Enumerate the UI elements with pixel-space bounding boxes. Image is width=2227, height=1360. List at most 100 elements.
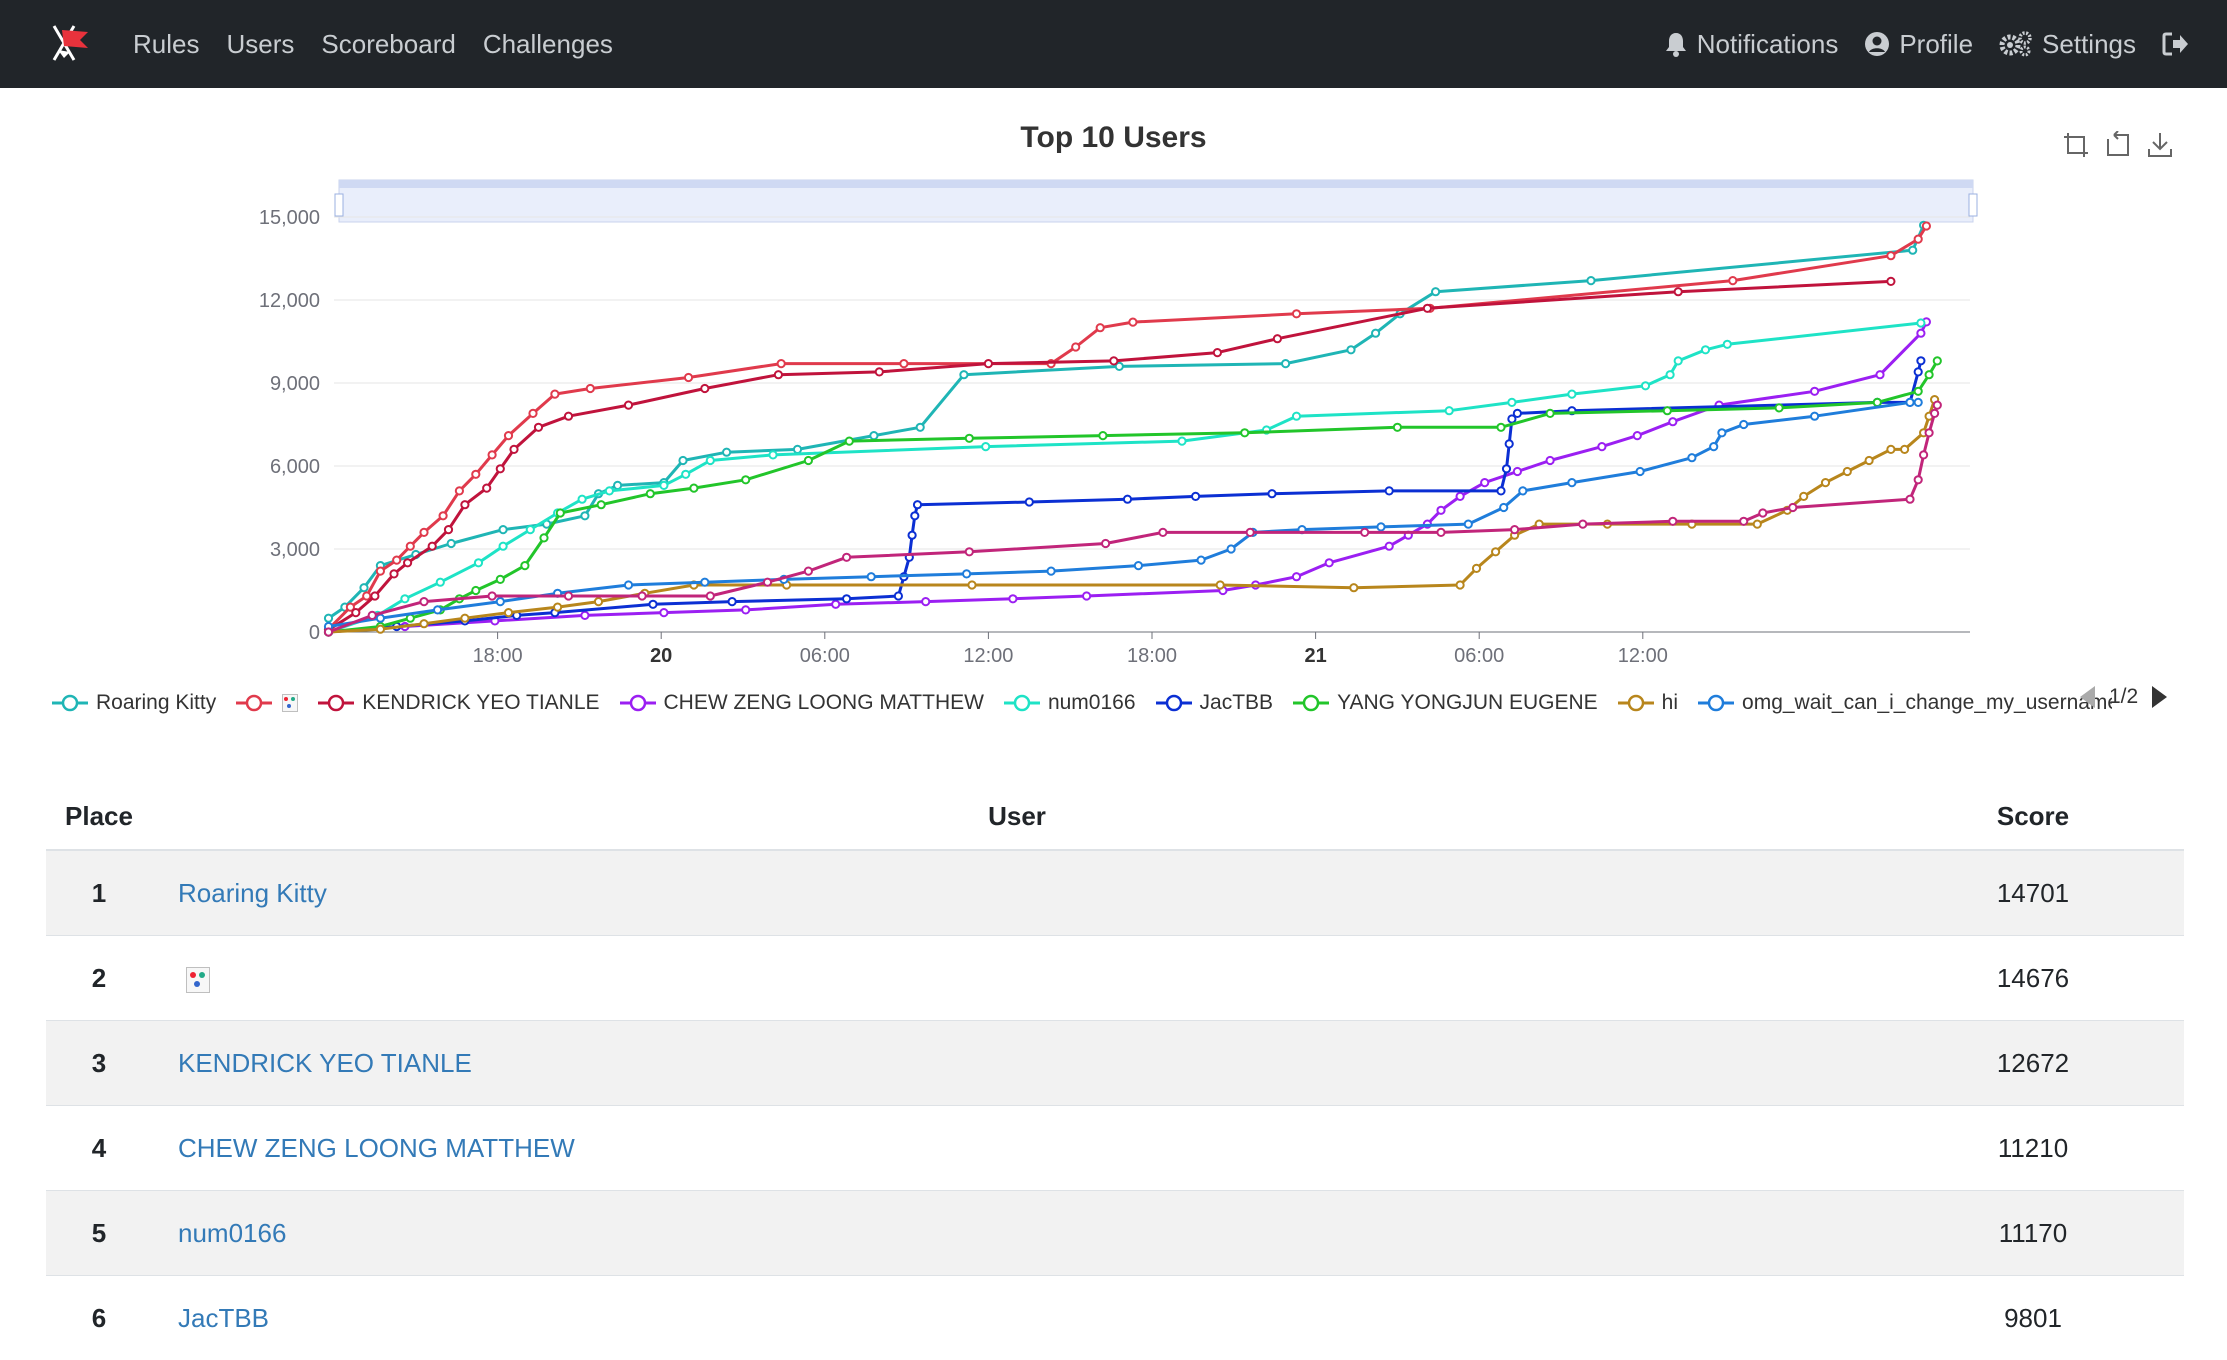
data-point[interactable]	[775, 371, 782, 378]
data-point[interactable]	[1026, 498, 1033, 505]
data-point[interactable]	[832, 601, 839, 608]
data-point[interactable]	[437, 579, 444, 586]
row-user-link[interactable]: KENDRICK YEO TIANLE	[178, 1048, 472, 1078]
data-point[interactable]	[521, 562, 528, 569]
row-user-link[interactable]: JacTBB	[178, 1303, 269, 1333]
data-point[interactable]	[1241, 429, 1248, 436]
data-point[interactable]	[876, 368, 883, 375]
data-point[interactable]	[1669, 518, 1676, 525]
data-point[interactable]	[1293, 413, 1300, 420]
data-point[interactable]	[1729, 277, 1736, 284]
data-point[interactable]	[1598, 443, 1605, 450]
data-point[interactable]	[420, 529, 427, 536]
data-point[interactable]	[914, 501, 921, 508]
data-point[interactable]	[1917, 319, 1924, 326]
data-point[interactable]	[1800, 493, 1807, 500]
data-point[interactable]	[742, 606, 749, 613]
data-point[interactable]	[625, 402, 632, 409]
data-point[interactable]	[966, 548, 973, 555]
data-point[interactable]	[581, 512, 588, 519]
data-point[interactable]	[1876, 371, 1883, 378]
data-point[interactable]	[1688, 454, 1695, 461]
nav-link-rules[interactable]: Rules	[133, 29, 199, 60]
data-point[interactable]	[1675, 288, 1682, 295]
data-point[interactable]	[1887, 252, 1894, 259]
row-user-link[interactable]: Roaring Kitty	[178, 878, 327, 908]
nav-settings[interactable]: Settings	[1999, 29, 2136, 60]
data-point[interactable]	[909, 532, 916, 539]
data-point[interactable]	[1481, 479, 1488, 486]
data-point[interactable]	[581, 612, 588, 619]
data-point[interactable]	[846, 438, 853, 445]
data-point[interactable]	[1931, 410, 1938, 417]
data-point[interactable]	[707, 592, 714, 599]
data-point[interactable]	[1228, 545, 1235, 552]
data-point[interactable]	[1457, 493, 1464, 500]
data-point[interactable]	[1776, 404, 1783, 411]
data-point[interactable]	[1457, 581, 1464, 588]
data-point[interactable]	[401, 595, 408, 602]
data-point[interactable]	[1642, 382, 1649, 389]
data-point[interactable]	[1915, 388, 1922, 395]
series-line[interactable]	[329, 281, 1891, 629]
data-point[interactable]	[325, 628, 332, 635]
data-point[interactable]	[1217, 581, 1224, 588]
data-point[interactable]	[489, 592, 496, 599]
row-user-link[interactable]: CHEW ZENG LOONG MATTHEW	[178, 1133, 575, 1163]
data-point[interactable]	[1926, 429, 1933, 436]
data-point[interactable]	[778, 360, 785, 367]
data-point[interactable]	[1740, 421, 1747, 428]
row-user-link[interactable]: num0166	[178, 1218, 286, 1248]
data-point[interactable]	[475, 559, 482, 566]
data-point[interactable]	[1718, 429, 1725, 436]
data-point[interactable]	[1465, 521, 1472, 528]
data-point[interactable]	[1759, 509, 1766, 516]
data-point[interactable]	[1394, 424, 1401, 431]
row-user-link[interactable]	[178, 963, 210, 993]
data-point[interactable]	[579, 496, 586, 503]
data-point[interactable]	[565, 413, 572, 420]
data-point[interactable]	[1568, 479, 1575, 486]
data-point[interactable]	[1503, 465, 1510, 472]
data-point[interactable]	[527, 526, 534, 533]
data-point[interactable]	[535, 424, 542, 431]
data-point[interactable]	[1508, 399, 1515, 406]
data-point[interactable]	[448, 540, 455, 547]
legend-item[interactable]: YANG YONGJUN EUGENE	[1293, 691, 1598, 715]
data-point[interactable]	[1675, 357, 1682, 364]
data-point[interactable]	[606, 487, 613, 494]
data-point[interactable]	[1268, 490, 1275, 497]
data-point[interactable]	[1377, 523, 1384, 530]
data-point[interactable]	[1159, 529, 1166, 536]
data-point[interactable]	[1473, 565, 1480, 572]
data-point[interactable]	[805, 457, 812, 464]
data-point[interactable]	[1710, 443, 1717, 450]
data-point[interactable]	[707, 457, 714, 464]
nav-link-scoreboard[interactable]: Scoreboard	[321, 29, 455, 60]
data-point[interactable]	[1361, 529, 1368, 536]
legend-prev-icon[interactable]	[2080, 686, 2095, 708]
data-point[interactable]	[1587, 277, 1594, 284]
data-point[interactable]	[1822, 479, 1829, 486]
data-point[interactable]	[1282, 360, 1289, 367]
data-point[interactable]	[557, 509, 564, 516]
data-point[interactable]	[843, 595, 850, 602]
data-point[interactable]	[1511, 526, 1518, 533]
data-point[interactable]	[764, 579, 771, 586]
data-point[interactable]	[701, 385, 708, 392]
data-point[interactable]	[1326, 559, 1333, 566]
data-point[interactable]	[742, 476, 749, 483]
data-point[interactable]	[1568, 391, 1575, 398]
data-point[interactable]	[960, 371, 967, 378]
data-point[interactable]	[500, 543, 507, 550]
data-point[interactable]	[1372, 330, 1379, 337]
data-point[interactable]	[982, 443, 989, 450]
data-point[interactable]	[1386, 543, 1393, 550]
data-point[interactable]	[1934, 402, 1941, 409]
data-point[interactable]	[682, 471, 689, 478]
data-point[interactable]	[679, 457, 686, 464]
data-point[interactable]	[587, 385, 594, 392]
data-point[interactable]	[1099, 432, 1106, 439]
data-point[interactable]	[1754, 521, 1761, 528]
data-point[interactable]	[1135, 562, 1142, 569]
